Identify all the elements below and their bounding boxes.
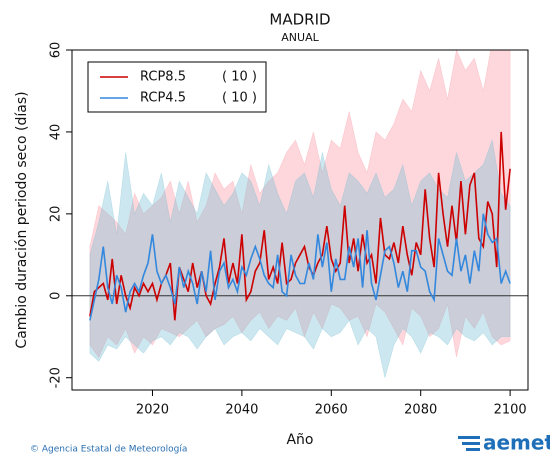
legend-label: RCP4.5 bbox=[140, 91, 186, 106]
x-axis-label: Año bbox=[286, 432, 313, 448]
x-tick-label: 2100 bbox=[494, 403, 527, 418]
y-tick-label: -20 bbox=[49, 367, 64, 388]
legend-label: RCP8.5 bbox=[140, 70, 186, 85]
plot-frame bbox=[71, 49, 529, 391]
y-tick-label: 0 bbox=[49, 292, 64, 300]
chart-subtitle: ANUAL bbox=[281, 31, 319, 44]
legend-box bbox=[87, 61, 267, 113]
legend-count: ( 10 ) bbox=[222, 91, 257, 106]
series-line bbox=[89, 131, 511, 321]
x-tick-label: 2040 bbox=[225, 403, 258, 418]
legend-count: ( 10 ) bbox=[222, 70, 257, 85]
y-axis-label: Cambio duración periodo seco (días) bbox=[14, 91, 30, 348]
footer-credit: © Agencia Estatal de Meteorología bbox=[30, 445, 187, 455]
y-tick-label: 20 bbox=[49, 206, 64, 223]
x-tick-label: 2020 bbox=[136, 403, 169, 418]
logo-icon bbox=[458, 436, 480, 451]
range-band bbox=[89, 138, 511, 378]
y-tick-label: 40 bbox=[49, 124, 64, 141]
x-tick-label: 2080 bbox=[404, 403, 437, 418]
series-line bbox=[89, 213, 511, 321]
footer-logo: aemet bbox=[483, 431, 550, 455]
x-tick-label: 2060 bbox=[315, 403, 348, 418]
y-tick-label: 60 bbox=[49, 42, 64, 59]
series-layer bbox=[72, 50, 528, 378]
chart-title: MADRID bbox=[269, 11, 330, 29]
